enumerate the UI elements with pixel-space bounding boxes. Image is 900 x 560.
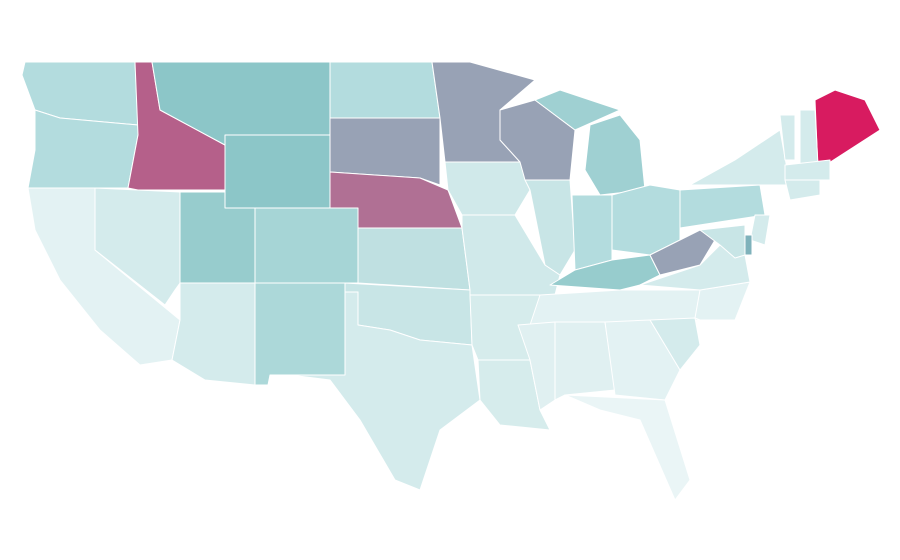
region: [171, 282, 256, 386]
region: [329, 117, 441, 186]
region: [571, 194, 613, 271]
region: [611, 184, 681, 256]
region: [749, 214, 771, 246]
region: [649, 317, 701, 371]
region: [357, 227, 471, 291]
region: [289, 291, 481, 491]
region: [744, 234, 753, 256]
region: [584, 114, 646, 196]
region: [784, 179, 821, 201]
region: [534, 89, 621, 131]
region: [779, 114, 796, 161]
region: [444, 161, 531, 216]
region: [604, 319, 681, 401]
region: [679, 184, 766, 229]
region: [799, 109, 819, 166]
region: [329, 61, 441, 119]
region: [524, 179, 576, 276]
region: [814, 89, 881, 171]
region: [224, 134, 331, 209]
region: [689, 129, 791, 186]
region: [554, 321, 616, 401]
region: [699, 224, 746, 259]
region: [564, 394, 691, 501]
region: [254, 207, 359, 284]
region: [517, 321, 556, 411]
region: [784, 159, 831, 181]
region: [254, 282, 346, 386]
